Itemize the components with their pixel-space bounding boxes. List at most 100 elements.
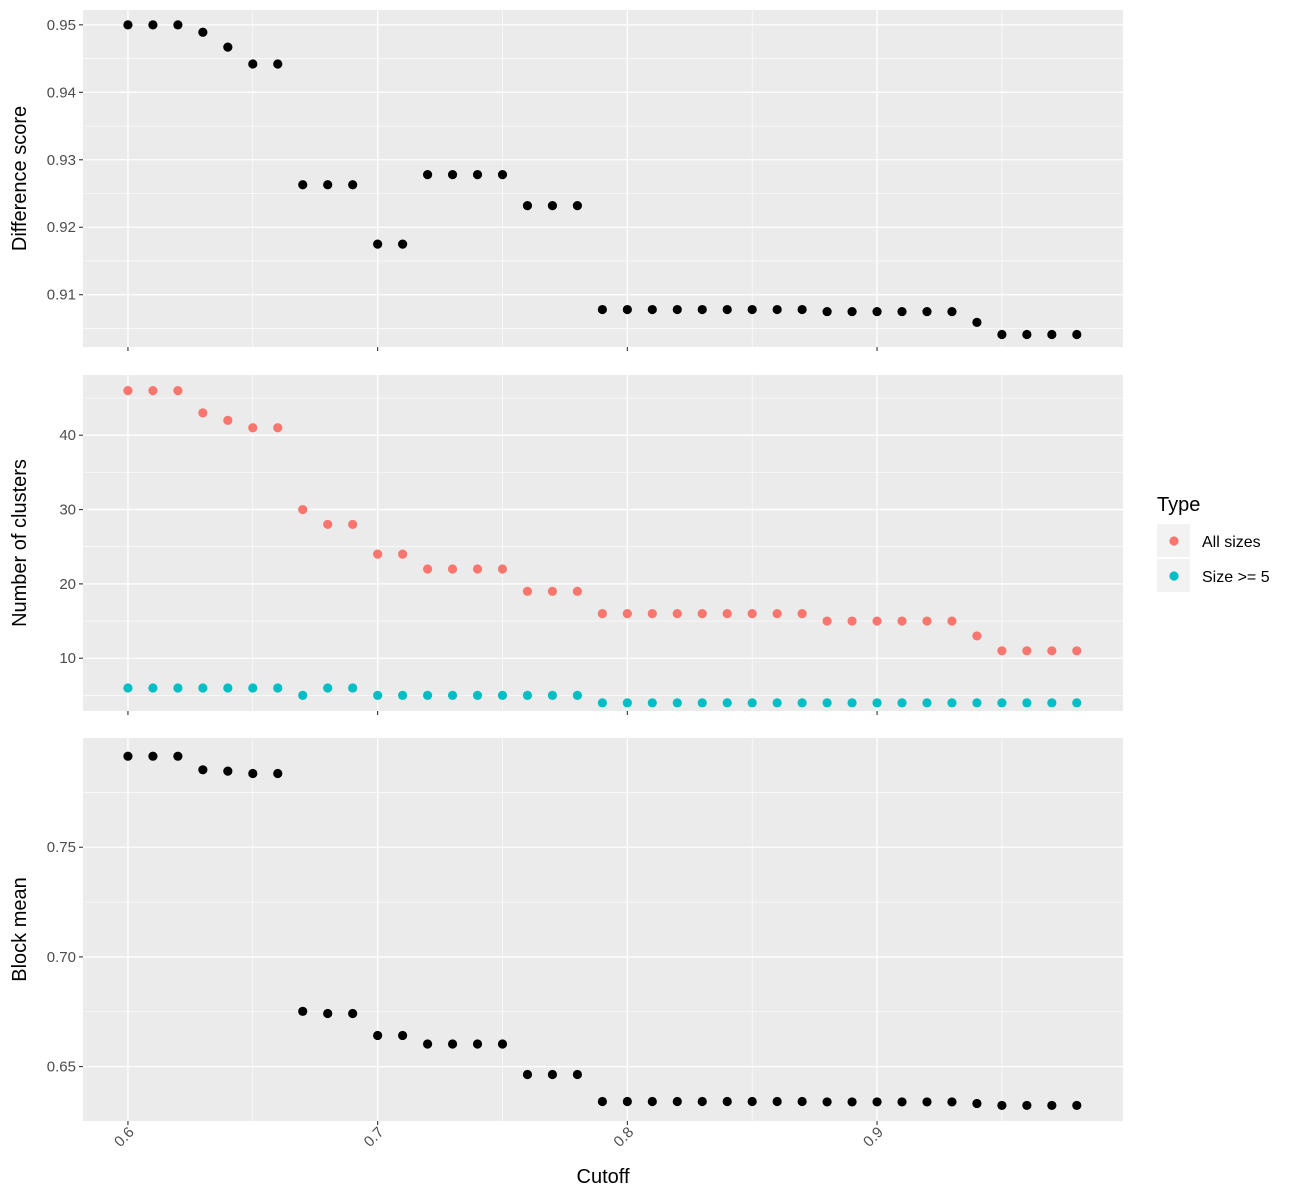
data-point (972, 631, 982, 641)
data-point (997, 646, 1007, 656)
x-tick-label: 0.7 (361, 1124, 388, 1151)
y-tick-label: 0.70 (47, 949, 76, 966)
y-tick-label: 0.92 (47, 219, 76, 236)
data-point (572, 201, 583, 211)
data-point (572, 586, 583, 596)
data-point (198, 27, 208, 37)
data-point (622, 304, 632, 315)
data-point (747, 609, 757, 619)
series-difference-score (123, 20, 1082, 340)
data-point (747, 1096, 757, 1107)
chart-panels: 0.91 0.92 0.93 0.94 0.95 Difference score 10 20… (9, 10, 1123, 1151)
y-tick-label: 10 (59, 650, 76, 667)
data-point (198, 408, 208, 418)
data-point (223, 42, 233, 52)
data-point (273, 768, 283, 779)
y-tick-label: 0.75 (47, 839, 76, 856)
data-point (947, 698, 957, 708)
data-point (697, 1096, 707, 1107)
data-point (1072, 329, 1082, 340)
data-point (248, 683, 258, 693)
data-point (123, 20, 133, 30)
data-point (622, 609, 632, 619)
data-point (373, 239, 383, 249)
data-point (797, 304, 807, 315)
panel-background (83, 375, 1123, 711)
data-point (522, 1069, 533, 1080)
data-point (597, 1096, 607, 1107)
data-point (672, 1096, 682, 1107)
data-point (348, 519, 358, 530)
x-tick-label: 0.6 (111, 1124, 138, 1151)
data-point (522, 201, 533, 211)
data-point (872, 306, 882, 317)
data-point (1047, 1100, 1057, 1111)
data-point (1047, 329, 1057, 340)
data-point (872, 698, 882, 708)
y-tick-label: 0.95 (47, 17, 76, 34)
data-point (173, 751, 183, 761)
x-axis-title: Cutoff (577, 1166, 630, 1188)
data-point (847, 1097, 857, 1107)
data-point (872, 1097, 882, 1107)
data-point (348, 1008, 358, 1019)
panel-background (83, 738, 1123, 1121)
y-tick-label: 0.91 (47, 287, 76, 304)
data-point (398, 239, 408, 249)
data-point (1022, 698, 1032, 708)
data-point (472, 170, 483, 180)
data-point (597, 304, 607, 315)
panel-block-mean: 0.65 0.70 0.75 Block mean (9, 738, 1123, 1125)
data-point (647, 609, 657, 619)
legend-label-size-5: Size >= 5 (1202, 569, 1270, 586)
data-point (422, 564, 433, 574)
data-point (123, 751, 133, 761)
series-all-sizes (123, 386, 1082, 656)
y-tick-label: 0.65 (47, 1059, 76, 1076)
data-point (997, 1100, 1007, 1111)
data-point (847, 698, 857, 708)
data-point (772, 609, 782, 619)
data-point (148, 683, 158, 693)
panel-background (83, 10, 1123, 347)
data-point (822, 698, 832, 708)
data-point (547, 690, 558, 700)
data-point (847, 306, 857, 317)
data-point (398, 1030, 408, 1041)
data-point (872, 616, 882, 626)
data-point (323, 683, 333, 693)
y-tick-label: 20 (59, 576, 76, 593)
data-point (822, 1097, 832, 1107)
legend-title: Type (1157, 494, 1200, 516)
data-point (223, 415, 233, 425)
data-point (547, 1069, 558, 1080)
data-point (697, 304, 707, 315)
y-axis-title: Number of clusters (9, 459, 31, 627)
data-point (647, 1096, 657, 1107)
data-point (672, 609, 682, 619)
data-point (572, 1069, 583, 1080)
data-point (173, 683, 183, 693)
data-point (697, 609, 707, 619)
data-point (497, 170, 508, 180)
data-point (447, 690, 458, 700)
data-point (1072, 698, 1082, 708)
data-point (722, 1096, 732, 1107)
data-point (947, 306, 957, 317)
data-point (797, 609, 807, 619)
data-point (223, 766, 233, 776)
data-point (472, 564, 483, 574)
data-point (672, 698, 682, 708)
data-point (323, 1008, 333, 1019)
data-point (597, 609, 607, 619)
data-point (123, 683, 133, 693)
data-point (348, 683, 358, 693)
series-block-mean (123, 751, 1082, 1111)
data-point (922, 616, 932, 626)
data-point (248, 768, 258, 779)
data-point (173, 20, 183, 30)
data-point (422, 170, 433, 180)
data-point (298, 690, 308, 700)
data-point (772, 1096, 782, 1107)
data-point (472, 690, 483, 700)
